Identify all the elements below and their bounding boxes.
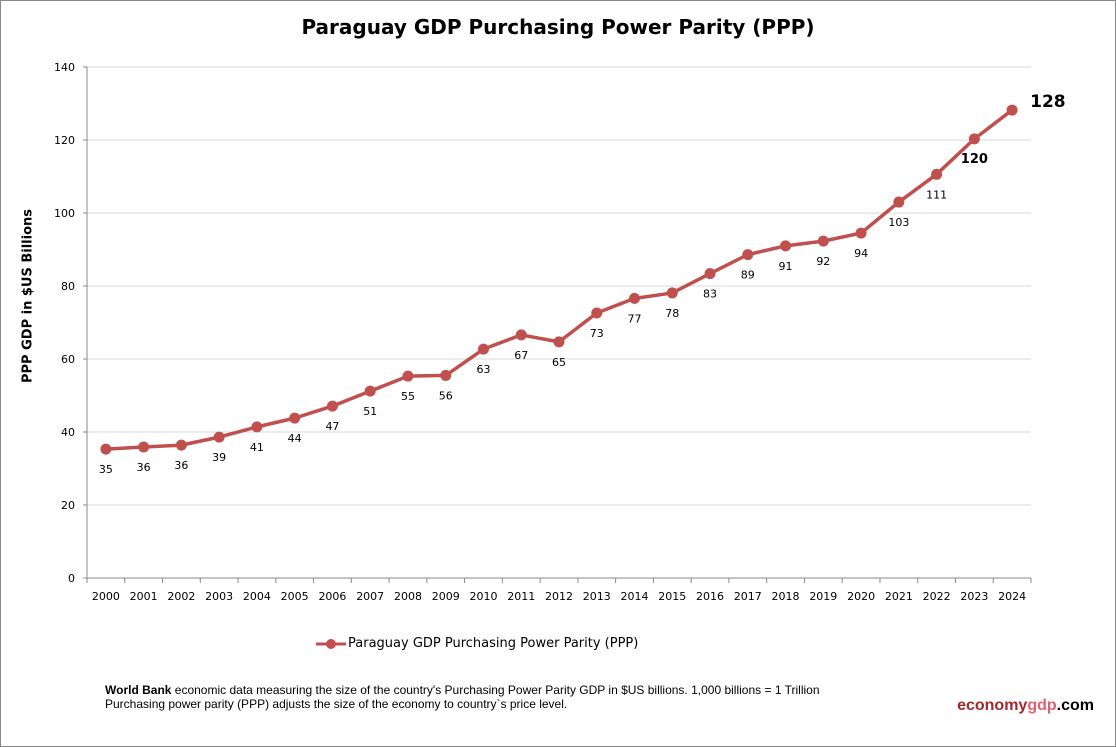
data-label: 44 (288, 432, 302, 445)
y-tick-label: 80 (61, 280, 75, 293)
data-point (629, 292, 641, 304)
data-label: 41 (250, 441, 264, 454)
x-tick-label: 2001 (130, 590, 158, 603)
data-label: 120 (961, 152, 988, 167)
data-label: 36 (137, 461, 151, 474)
brand-logo[interactable]: economygdp.com (957, 697, 1094, 715)
x-tick-label: 2007 (356, 590, 384, 603)
data-label: 36 (174, 459, 188, 472)
x-tick-label: 2009 (432, 590, 460, 603)
x-tick-label: 2008 (394, 590, 422, 603)
data-label: 92 (816, 255, 830, 268)
y-tick-label: 40 (61, 426, 75, 439)
x-tick-label: 2016 (696, 590, 724, 603)
x-tick-label: 2002 (167, 590, 195, 603)
data-point (780, 240, 792, 252)
y-tick-label: 0 (68, 572, 75, 585)
x-tick-label: 2019 (809, 590, 837, 603)
data-point (326, 400, 338, 412)
data-point (855, 227, 867, 239)
data-point (893, 196, 905, 208)
x-tick-label: 2012 (545, 590, 573, 603)
x-tick-label: 2022 (923, 590, 951, 603)
data-label: 91 (779, 260, 793, 273)
x-tick-label: 2024 (998, 590, 1026, 603)
x-tick-label: 2000 (92, 590, 120, 603)
data-label: 89 (741, 269, 755, 282)
source-name: World Bank (105, 683, 172, 697)
x-tick-label: 2003 (205, 590, 233, 603)
chart-title: Paraguay GDP Purchasing Power Parity (PP… (301, 15, 815, 39)
data-label: 94 (854, 247, 868, 260)
x-tick-label: 2023 (960, 590, 988, 603)
footer-note: World Bank economic data measuring the s… (105, 683, 820, 711)
y-tick-label: 120 (54, 134, 75, 147)
data-point (666, 287, 678, 299)
data-label: 39 (212, 451, 226, 464)
data-point (440, 369, 452, 381)
brand-part-gdp: gdp (1027, 697, 1057, 714)
x-tick-label: 2005 (281, 590, 309, 603)
data-point (138, 441, 150, 453)
data-label: 128 (1030, 92, 1066, 112)
x-tick-label: 2014 (621, 590, 649, 603)
data-point (968, 133, 980, 145)
x-tick-label: 2004 (243, 590, 271, 603)
data-label: 63 (476, 363, 490, 376)
data-label: 56 (439, 389, 453, 402)
data-label: 83 (703, 288, 717, 301)
x-tick-label: 2006 (318, 590, 346, 603)
data-label: 111 (926, 188, 947, 201)
legend-label: Paraguay GDP Purchasing Power Parity (PP… (348, 636, 639, 651)
x-tick-label: 2011 (507, 590, 535, 603)
data-label: 103 (888, 216, 909, 229)
footer-line-2: Purchasing power parity (PPP) adjusts th… (105, 697, 568, 711)
data-label: 35 (99, 463, 113, 476)
legend: Paraguay GDP Purchasing Power Parity (PP… (316, 636, 638, 651)
x-tick-label: 2013 (583, 590, 611, 603)
data-point (477, 343, 489, 355)
data-label: 77 (628, 312, 642, 325)
data-point (931, 168, 943, 180)
data-point (289, 412, 301, 424)
data-label: 55 (401, 390, 415, 403)
y-tick-label: 100 (54, 207, 75, 220)
footer-line-1: economic data measuring the size of the … (171, 683, 820, 697)
data-point (817, 235, 829, 247)
data-point (1006, 104, 1018, 116)
data-label: 78 (665, 307, 679, 320)
data-label: 47 (325, 420, 339, 433)
data-point (100, 443, 112, 455)
x-tick-label: 2018 (772, 590, 800, 603)
data-point (213, 431, 225, 443)
data-point (515, 329, 527, 341)
x-tick-label: 2021 (885, 590, 913, 603)
data-point (175, 439, 187, 451)
data-point (251, 421, 263, 433)
x-tick-label: 2015 (658, 590, 686, 603)
y-tick-label: 140 (54, 61, 75, 74)
data-point (704, 268, 716, 280)
data-label: 65 (552, 356, 566, 369)
data-point (553, 336, 565, 348)
data-point (742, 249, 754, 261)
brand-part-economy: economy (957, 697, 1028, 714)
x-tick-label: 2017 (734, 590, 762, 603)
series-line (105, 108, 1014, 451)
y-tick-label: 20 (61, 499, 75, 512)
data-label: 51 (363, 405, 377, 418)
data-point (591, 307, 603, 319)
data-point (364, 385, 376, 397)
y-tick-label: 60 (61, 353, 75, 366)
data-point (402, 370, 414, 382)
data-label: 73 (590, 327, 604, 340)
brand-part-com: .com (1056, 697, 1094, 714)
x-tick-label: 2020 (847, 590, 875, 603)
x-tick-label: 2010 (469, 590, 497, 603)
legend-marker-icon (316, 638, 346, 649)
data-label: 67 (514, 349, 528, 362)
